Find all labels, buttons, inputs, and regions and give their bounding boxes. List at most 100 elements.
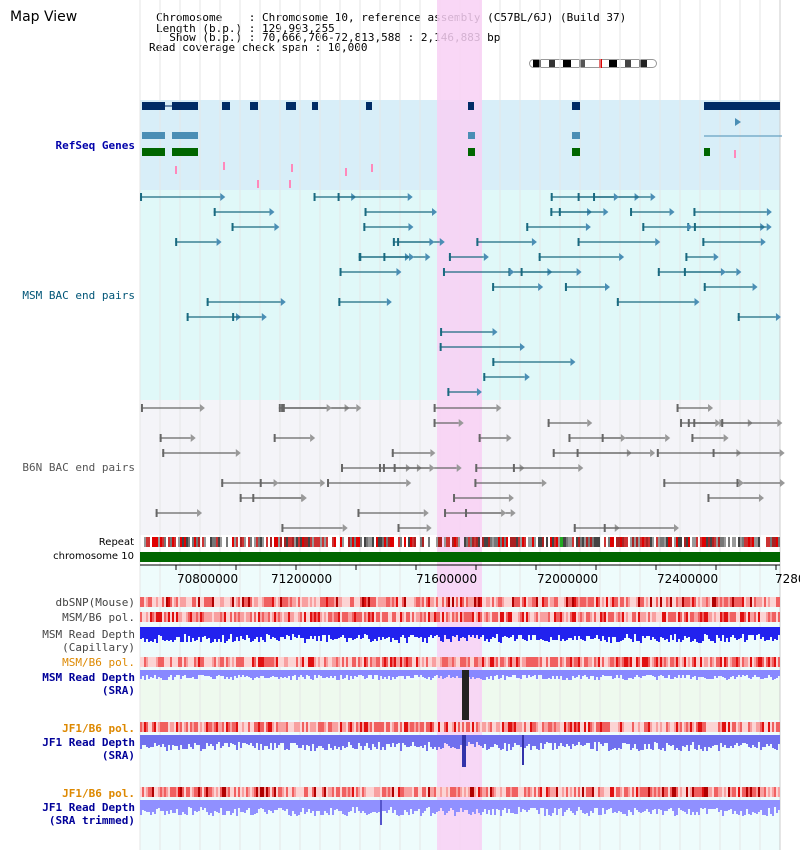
label-jf1-b6-pol-1[interactable]: JF1/B6 pol. xyxy=(62,722,135,735)
msm-b6-pol-cell xyxy=(564,612,566,622)
msm-depth-cap-bar xyxy=(728,627,730,642)
dbsnp-cell xyxy=(560,597,562,607)
jf1-b6-pol-cell xyxy=(528,722,530,732)
dbsnp-cell xyxy=(314,597,316,607)
msm-depth-cap-bar xyxy=(650,627,652,640)
jf1-b6-pol-2-cell xyxy=(278,787,280,797)
dbsnp-cell xyxy=(708,597,710,607)
dbsnp-cell xyxy=(564,597,566,607)
label-repeat[interactable]: Repeat xyxy=(98,537,134,548)
jf1-depth-trim-bar xyxy=(158,800,160,808)
jf1-depth-trim-bar xyxy=(526,800,528,812)
msm-b6-pol-cell xyxy=(294,612,296,622)
jf1-depth-trim-bar xyxy=(718,800,720,812)
jf1-b6-pol-2-cell xyxy=(172,787,174,797)
jf1-b6-pol-cell xyxy=(394,722,396,732)
jf1-b6-pol-cell xyxy=(516,722,518,732)
jf1-b6-pol-2-cell xyxy=(200,787,202,797)
msm-b6-pol-2-cell xyxy=(760,657,762,667)
jf1-depth-sra-bar xyxy=(340,735,342,750)
dbsnp-cell xyxy=(242,597,244,607)
label-msm-read-depth-sra[interactable]: MSM Read Depth xyxy=(42,671,135,684)
jf1-depth-trim-bar xyxy=(218,800,220,813)
msm-b6-pol-2-cell xyxy=(714,657,716,667)
label-msm-read-depth-cap[interactable]: MSM Read Depth xyxy=(42,628,135,641)
jf1-b6-pol-cell xyxy=(372,722,374,732)
jf1-depth-sra-bar xyxy=(732,735,734,748)
label-chromosome[interactable]: chromosome 10 xyxy=(53,551,134,562)
msm-depth-sra-bar xyxy=(680,670,682,678)
repeat-mark xyxy=(242,537,244,547)
msm-b6-pol-cell xyxy=(360,612,362,622)
msm-b6-pol-cell xyxy=(734,612,736,622)
chromosome-ideogram[interactable] xyxy=(529,53,657,68)
label-msm-bac[interactable]: MSM BAC end pairs xyxy=(22,289,135,302)
msm-depth-sra-bar xyxy=(346,670,348,675)
msm-depth-cap-bar xyxy=(248,627,250,638)
jf1-b6-pol-2-cell xyxy=(586,787,588,797)
dbsnp-cell xyxy=(548,597,550,607)
label-msm-b6-pol-1[interactable]: MSM/B6 pol. xyxy=(62,611,135,624)
label-dbsnp[interactable]: dbSNP(Mouse) xyxy=(55,596,135,609)
msm-depth-sra-bar xyxy=(542,670,544,679)
msm-depth-sra-bar xyxy=(616,670,618,675)
jf1-b6-pol-2-cell xyxy=(564,787,566,797)
msm-b6-pol-cell xyxy=(690,612,692,622)
repeat-mark xyxy=(660,537,662,547)
jf1-b6-pol-2-cell xyxy=(662,787,664,797)
msm-depth-sra-bar xyxy=(672,670,674,679)
label-refseq-genes[interactable]: RefSeq Genes xyxy=(55,139,135,152)
msm-bac-end xyxy=(492,328,498,336)
msm-b6-pol-2-cell xyxy=(716,657,718,667)
msm-b6-pol-cell xyxy=(706,612,708,622)
msm-depth-cap-bar xyxy=(170,627,172,640)
msm-depth-sra-bar xyxy=(362,670,364,676)
dbsnp-cell xyxy=(324,597,326,607)
label-jf1-read-depth-sra[interactable]: JF1 Read Depth xyxy=(42,736,135,749)
jf1-b6-pol-2-cell xyxy=(190,787,192,797)
jf1-b6-pol-cell xyxy=(486,722,488,732)
label-jf1-b6-pol-2[interactable]: JF1/B6 pol. xyxy=(62,787,135,800)
jf1-depth-trim-bar xyxy=(738,800,740,815)
jf1-depth-sra-bar xyxy=(746,735,748,744)
msm-b6-pol-cell xyxy=(168,612,170,622)
jf1-b6-pol-2-cell xyxy=(628,787,630,797)
jf1-b6-pol-cell xyxy=(278,722,280,732)
msm-b6-pol-2-cell xyxy=(658,657,660,667)
msm-b6-pol-2-cell xyxy=(342,657,344,667)
dbsnp-cell xyxy=(702,597,704,607)
jf1-b6-pol-cell xyxy=(634,722,636,732)
msm-depth-cap-bar xyxy=(656,627,658,641)
msm-depth-cap-bar xyxy=(376,627,378,641)
dbsnp-cell xyxy=(506,597,508,607)
msm-b6-pol-cell xyxy=(368,612,370,622)
msm-b6-pol-cell xyxy=(254,612,256,622)
dbsnp-cell xyxy=(204,597,206,607)
repeat-mark xyxy=(642,537,644,547)
repeat-mark xyxy=(502,537,504,547)
msm-b6-pol-2-cell xyxy=(202,657,204,667)
jf1-depth-trim-bar xyxy=(356,800,358,807)
msm-depth-cap-bar xyxy=(744,627,746,642)
jf1-b6-pol-2-cell xyxy=(450,787,452,797)
jf1-depth-trim-bar xyxy=(572,800,574,813)
msm-b6-pol-cell xyxy=(226,612,228,622)
msm-b6-pol-cell xyxy=(542,612,544,622)
label-b6n-bac[interactable]: B6N BAC end pairs xyxy=(22,461,135,474)
label-jf1-read-depth-trim[interactable]: JF1 Read Depth xyxy=(42,801,135,814)
repeat-mark xyxy=(722,537,724,547)
label-msm-b6-pol-2[interactable]: MSM/B6 pol. xyxy=(62,656,135,669)
msm-b6-pol-cell xyxy=(770,612,772,622)
msm-b6-pol-2-cell xyxy=(424,657,426,667)
msm-bac-end xyxy=(280,298,286,306)
jf1-b6-pol-cell xyxy=(432,722,434,732)
msm-b6-pol-2-cell xyxy=(148,657,150,667)
jf1-b6-pol-2-cell xyxy=(772,787,774,797)
repeat-mark xyxy=(738,537,740,547)
jf1-depth-trim-bar xyxy=(284,800,286,811)
jf1-depth-sra-bar xyxy=(194,735,196,743)
jf1-depth-trim-bar xyxy=(628,800,630,810)
msm-depth-cap-bar xyxy=(142,627,144,638)
msm-b6-pol-2-cell xyxy=(450,657,452,667)
